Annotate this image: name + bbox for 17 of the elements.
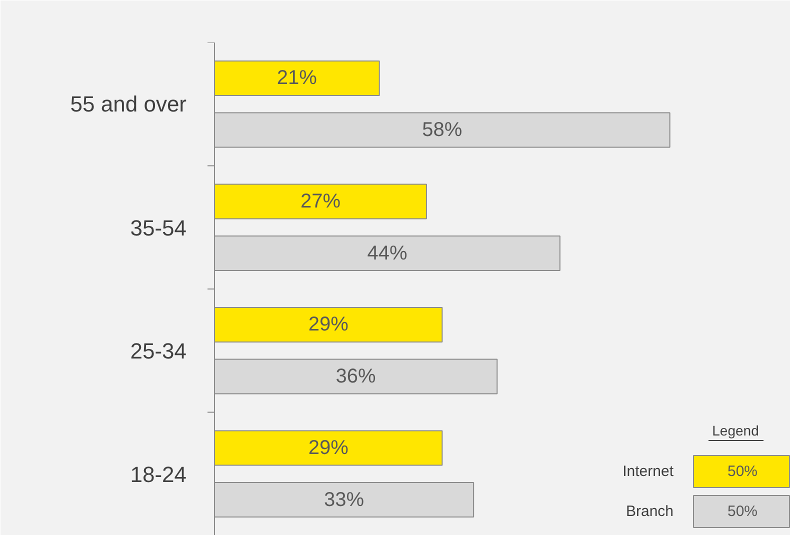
y-tick-label: 18-24 <box>130 462 187 487</box>
y-tick-label: 55 and over <box>70 92 187 117</box>
data-label: 29% <box>308 314 349 336</box>
y-tick-label: 35-54 <box>130 215 187 240</box>
legend-title: Legend <box>712 422 759 438</box>
data-label: 29% <box>308 436 349 459</box>
data-label: 27% <box>300 190 341 212</box>
data-label: 44% <box>367 242 408 264</box>
y-tick-label: 25-34 <box>130 338 187 364</box>
data-label: 58% <box>422 119 462 142</box>
text: 50% <box>727 463 758 480</box>
text: 50% <box>727 503 758 520</box>
data-label: 33% <box>324 488 364 511</box>
data-label: 21% <box>276 67 318 90</box>
text: Branch <box>626 503 674 520</box>
data-label: 36% <box>336 366 376 388</box>
text: Internet <box>622 463 674 480</box>
